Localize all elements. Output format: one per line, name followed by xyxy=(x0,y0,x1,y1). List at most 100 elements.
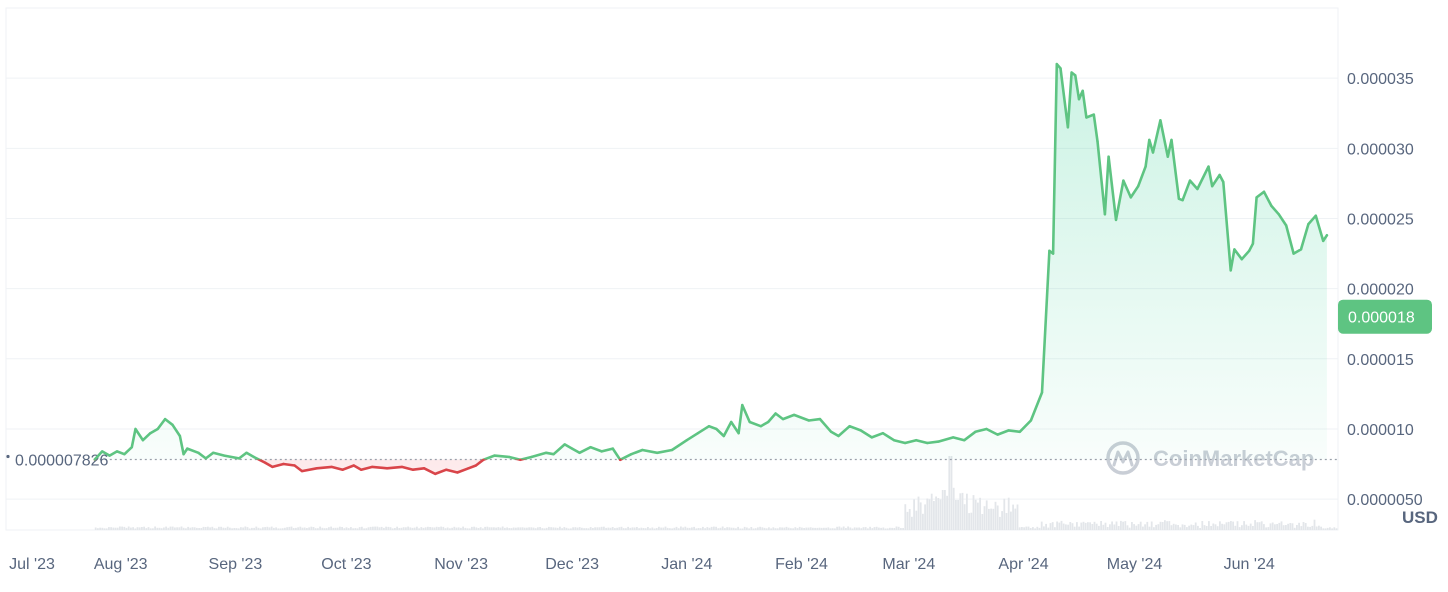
volume-bar xyxy=(369,526,372,530)
volume-bar xyxy=(1038,527,1041,530)
volume-bar xyxy=(680,526,682,530)
volume-bar xyxy=(1181,524,1184,530)
volume-bar xyxy=(490,527,493,530)
volume-bar xyxy=(1089,522,1091,530)
volume-bar xyxy=(407,526,409,530)
volume-bar xyxy=(193,527,196,530)
volume-bar xyxy=(1216,526,1219,530)
volume-bar xyxy=(757,527,759,530)
baseline-price-label: 0.000007826 xyxy=(15,452,109,469)
volume-bar xyxy=(391,528,394,530)
volume-bar xyxy=(752,528,755,530)
volume-bar xyxy=(765,528,768,530)
volume-bar xyxy=(499,527,502,530)
volume-bar xyxy=(396,526,398,530)
volume-bar xyxy=(1208,521,1210,530)
volume-bar xyxy=(330,526,332,530)
volume-bar xyxy=(814,527,816,530)
volume-bar xyxy=(1054,527,1056,530)
volume-bar xyxy=(675,526,678,530)
volume-bar xyxy=(836,526,838,530)
x-tick-label: Oct '23 xyxy=(321,556,371,573)
price-point xyxy=(271,465,274,469)
volume-bar xyxy=(1060,520,1063,530)
price-point xyxy=(1018,430,1021,433)
volume-bar xyxy=(242,527,244,530)
price-point xyxy=(1188,179,1192,182)
volume-bar xyxy=(521,527,524,530)
volume-bar xyxy=(295,527,297,530)
volume-bar xyxy=(1287,523,1289,530)
volume-bar xyxy=(853,527,856,530)
price-point xyxy=(508,455,511,459)
price-point xyxy=(859,429,862,432)
volume-bar xyxy=(440,526,442,530)
volume-bar xyxy=(482,528,484,530)
volume-bar xyxy=(457,527,460,530)
volume-bar xyxy=(858,527,860,530)
volume-bar xyxy=(303,527,306,530)
volume-bar xyxy=(220,526,222,530)
volume-bar xyxy=(526,527,528,530)
price-point xyxy=(570,447,574,450)
volume-bar xyxy=(528,527,530,530)
y-tick-label: 0.000030 xyxy=(1347,141,1414,158)
volume-bar xyxy=(543,528,546,530)
volume-bar xyxy=(1197,525,1199,530)
volume-bar xyxy=(134,528,137,530)
volume-bar xyxy=(662,527,665,530)
price-point xyxy=(707,425,711,428)
volume-bar xyxy=(638,528,640,530)
volume-bar xyxy=(600,526,603,530)
volume-bar xyxy=(820,527,823,530)
volume-bar xyxy=(537,527,539,530)
price-point xyxy=(1277,213,1281,216)
price-point xyxy=(552,453,555,456)
price-point xyxy=(134,427,137,431)
volume-bar xyxy=(1117,526,1120,530)
volume-bar xyxy=(1095,523,1098,530)
volume-bar xyxy=(1260,521,1263,530)
volume-bar xyxy=(717,528,720,530)
volume-bar xyxy=(229,527,231,530)
volume-bar xyxy=(468,528,471,530)
volume-bar xyxy=(264,527,266,530)
volume-bar xyxy=(974,499,977,530)
price-point xyxy=(1144,165,1147,168)
volume-bar xyxy=(1001,511,1003,530)
volume-bar xyxy=(939,499,942,530)
price-point xyxy=(1077,98,1081,101)
volume-bar xyxy=(1232,521,1234,530)
volume-bar xyxy=(1032,527,1034,530)
price-point xyxy=(1114,218,1118,222)
volume-bar xyxy=(807,527,810,530)
price-line-down[interactable] xyxy=(93,64,1327,476)
price-point xyxy=(915,439,918,442)
volume-bar xyxy=(684,526,687,530)
price-point xyxy=(685,439,688,442)
volume-bar xyxy=(325,528,328,530)
volume-bar xyxy=(963,504,966,530)
volume-bar xyxy=(677,528,680,530)
volume-bar xyxy=(609,527,612,530)
volume-bar xyxy=(354,528,357,530)
volume-bar xyxy=(165,526,167,530)
volume-bar xyxy=(999,516,1001,530)
volume-bar xyxy=(114,527,117,530)
volume-bar xyxy=(768,527,770,530)
volume-bar xyxy=(563,527,566,530)
area-fill-up xyxy=(94,64,1327,460)
volume-bar xyxy=(424,527,427,530)
volume-bar xyxy=(365,528,368,530)
volume-bar xyxy=(180,526,183,530)
volume-bar xyxy=(174,527,176,530)
price-point xyxy=(952,436,955,439)
volume-bar xyxy=(1265,527,1267,530)
volume-bar xyxy=(913,499,915,530)
volume-bar xyxy=(737,526,739,530)
volume-bar xyxy=(138,527,141,530)
volume-bar xyxy=(1109,524,1111,530)
price-line-up[interactable] xyxy=(93,62,1329,474)
volume-bar xyxy=(574,527,577,530)
